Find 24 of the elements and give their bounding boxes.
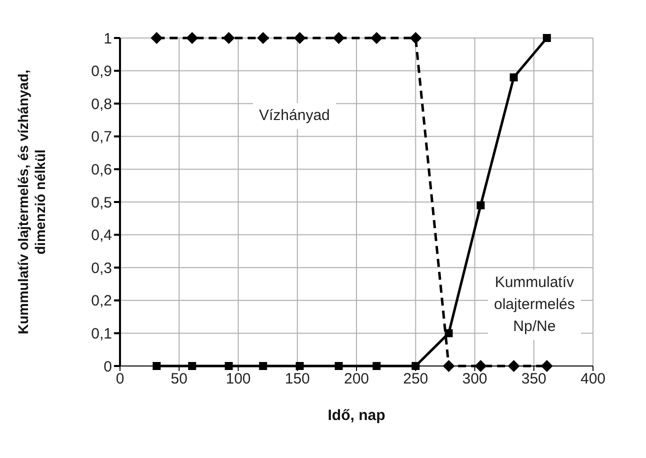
y-tick-label: 0,8 (91, 96, 112, 113)
x-tick-label: 350 (521, 370, 546, 388)
x-tick-label: 0 (116, 370, 124, 388)
x-tick-label: 200 (344, 370, 370, 388)
y-tick-label: 0,4 (91, 227, 112, 244)
y-tick-label: 0,9 (91, 63, 112, 80)
y-tick-label: 0,5 (91, 194, 112, 212)
y-tick-label: 1 (104, 30, 112, 48)
y-tick-label: 0,7 (91, 128, 112, 146)
y-tick-label: 0,2 (91, 292, 112, 310)
x-tick-label: 250 (403, 370, 428, 388)
y-tick-label: 0,6 (91, 162, 112, 179)
x-axis-title: Idő, nap (328, 407, 386, 424)
y-tick-label: 0 (104, 358, 112, 376)
x-tick-label: 50 (170, 370, 188, 388)
x-tick-label: 150 (284, 370, 310, 388)
y-tick-label: 0,3 (91, 260, 112, 277)
x-tick-label: 400 (580, 370, 606, 388)
annotation: Vízhányad (253, 103, 336, 129)
x-tick-label: 300 (462, 370, 488, 388)
y-tick-label: 0,1 (91, 326, 112, 343)
x-tick-label: 100 (226, 370, 251, 388)
annotation: Kummulatív olajtermelés Np/Ne (488, 270, 581, 340)
y-axis-title: Kummulatív olajtermelés, és vízhányad, dimenzió nélkül (15, 70, 48, 334)
